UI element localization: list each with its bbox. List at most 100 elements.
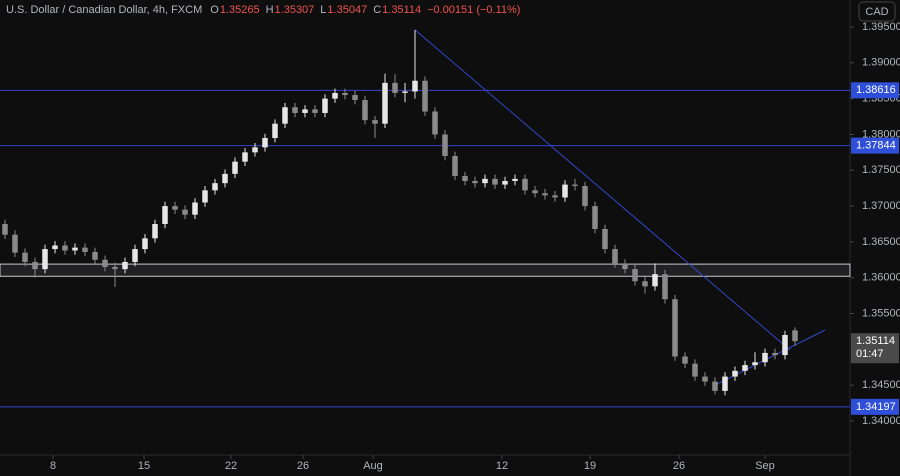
y-tick-label: 1.34500 (862, 379, 900, 391)
candle-body (742, 365, 748, 371)
level-label: 1.37844 (856, 140, 896, 152)
candle-body (392, 82, 398, 93)
currency-button[interactable] (858, 1, 896, 22)
candle-body (602, 229, 608, 250)
candle-body (182, 209, 188, 215)
x-tick-label: 8 (50, 460, 56, 472)
x-tick-label: 26 (673, 460, 685, 472)
y-tick-label: 1.37500 (862, 164, 900, 176)
candle-body (782, 335, 788, 356)
candle-body (642, 281, 648, 287)
candle-body (712, 381, 718, 391)
ohlc-value: 1.35307 (275, 4, 315, 16)
ohlc-value: 1.35265 (220, 4, 260, 16)
price-label-box (851, 333, 899, 364)
countdown: 01:47 (856, 348, 884, 360)
candle-body (692, 363, 698, 377)
ohlc-prefix: O (210, 4, 219, 16)
candle-body (22, 252, 28, 262)
candle-body (102, 259, 108, 267)
x-tick-label: 26 (297, 460, 309, 472)
y-tick-label: 1.36000 (862, 272, 900, 284)
y-tick-label: 1.34000 (862, 415, 900, 427)
candle-body (752, 362, 758, 366)
candle-body (672, 299, 678, 357)
candle-body (232, 161, 238, 174)
candle-body (252, 147, 258, 153)
candle-body (402, 91, 408, 93)
candle-body (442, 134, 448, 156)
candle-body (372, 120, 378, 124)
candle-body (562, 184, 568, 198)
x-tick-label: 12 (496, 460, 508, 472)
candle-body (72, 247, 78, 251)
candle-body (432, 111, 438, 135)
candle-body (622, 263, 628, 270)
candle-body (142, 238, 148, 250)
ohlc-value: 1.35114 (382, 4, 421, 16)
candle-body (552, 195, 558, 198)
symbol-title: U.S. Dollar / Canadian Dollar, 4h, FXCM (6, 4, 202, 16)
candle-body (682, 356, 688, 364)
candle-body (472, 181, 478, 184)
candle-body (412, 80, 418, 92)
level-label-box (851, 137, 899, 154)
candle-body (312, 109, 318, 113)
candle-body (222, 173, 228, 184)
y-tick-label: 1.39000 (862, 57, 900, 69)
candle-body (652, 274, 658, 287)
candle-body (132, 249, 138, 262)
change: −0.00151 (−0.11%) (427, 4, 520, 16)
candle-body (2, 223, 8, 235)
x-tick-label: Aug (363, 460, 383, 472)
level-label-box (851, 398, 899, 415)
candle-body (162, 206, 168, 224)
ohlc-value: 1.35047 (327, 4, 367, 16)
candle-body (362, 100, 368, 121)
candle-body (772, 352, 778, 356)
candle-body (482, 178, 488, 184)
level-label: 1.38616 (856, 84, 896, 96)
candle-body (352, 95, 358, 101)
y-tick-label: 1.36500 (862, 236, 900, 248)
candle-body (212, 183, 218, 191)
candle-body (342, 92, 348, 96)
header: U.S. Dollar / Canadian Dollar, 4h, FXCM … (6, 4, 520, 16)
x-tick-label: 22 (225, 460, 237, 472)
ohlc-prefix: L (320, 4, 326, 16)
candle-body (12, 234, 18, 253)
candle-body (582, 186, 588, 207)
candle-body (192, 202, 198, 215)
candle-body (502, 181, 508, 185)
candle-body (572, 184, 578, 187)
trendline (414, 29, 791, 351)
candle-body (52, 245, 58, 250)
candle-body (242, 152, 248, 162)
candle-body (32, 261, 38, 270)
candle-body (512, 178, 518, 182)
candle-body (62, 245, 68, 251)
candle-body (272, 123, 278, 139)
y-tick-label: 1.35500 (862, 307, 900, 319)
candle-body (702, 376, 708, 382)
candle-body (42, 249, 48, 270)
candle-body (112, 266, 118, 270)
currency[interactable]: CAD (865, 6, 888, 18)
candle-body (592, 206, 598, 230)
candle-body (302, 109, 308, 113)
candle-body (492, 178, 498, 185)
candle-body (152, 223, 158, 239)
candle-body (332, 92, 338, 99)
candle-body (542, 193, 548, 196)
x-tick-label: 19 (584, 460, 596, 472)
candle-body (282, 107, 288, 124)
candle-body (722, 376, 728, 391)
candle-body (92, 251, 98, 260)
candle-body (792, 330, 798, 342)
candle-body (122, 261, 128, 270)
candle-body (322, 98, 328, 113)
candle-body (292, 107, 298, 113)
candle-body (262, 138, 268, 148)
